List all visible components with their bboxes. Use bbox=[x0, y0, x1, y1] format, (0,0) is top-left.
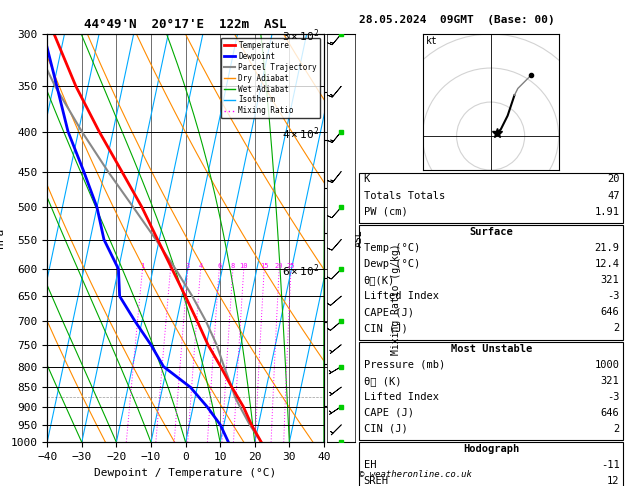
Text: 15: 15 bbox=[260, 263, 269, 269]
Text: -3: -3 bbox=[607, 392, 620, 402]
Text: K: K bbox=[364, 174, 370, 185]
X-axis label: Dewpoint / Temperature (°C): Dewpoint / Temperature (°C) bbox=[94, 468, 277, 478]
Text: -3: -3 bbox=[607, 291, 620, 301]
Text: Hodograph: Hodograph bbox=[464, 444, 520, 454]
Text: kt: kt bbox=[426, 36, 438, 46]
Text: 10: 10 bbox=[240, 263, 248, 269]
Title: 44°49'N  20°17'E  122m  ASL: 44°49'N 20°17'E 122m ASL bbox=[84, 18, 287, 32]
Text: 28.05.2024  09GMT  (Base: 00): 28.05.2024 09GMT (Base: 00) bbox=[359, 15, 554, 25]
Text: Pressure (mb): Pressure (mb) bbox=[364, 360, 445, 370]
Text: 1000: 1000 bbox=[594, 360, 620, 370]
Text: Temp (°C): Temp (°C) bbox=[364, 243, 420, 253]
Text: 1.91: 1.91 bbox=[594, 207, 620, 217]
Text: 2: 2 bbox=[169, 263, 172, 269]
Text: 646: 646 bbox=[601, 408, 620, 418]
Text: CIN (J): CIN (J) bbox=[364, 323, 408, 333]
Text: PW (cm): PW (cm) bbox=[364, 207, 408, 217]
Text: CAPE (J): CAPE (J) bbox=[364, 408, 413, 418]
Text: 12.4: 12.4 bbox=[594, 259, 620, 269]
Text: 646: 646 bbox=[601, 307, 620, 317]
Text: Dewp (°C): Dewp (°C) bbox=[364, 259, 420, 269]
Text: 2: 2 bbox=[613, 424, 620, 434]
Text: -11: -11 bbox=[601, 460, 620, 470]
Text: Totals Totals: Totals Totals bbox=[364, 191, 445, 201]
Text: © weatheronline.co.uk: © weatheronline.co.uk bbox=[359, 469, 471, 479]
Text: 25: 25 bbox=[287, 263, 295, 269]
Text: CAPE (J): CAPE (J) bbox=[364, 307, 413, 317]
Text: SREH: SREH bbox=[364, 476, 389, 486]
Text: Lifted Index: Lifted Index bbox=[364, 392, 438, 402]
Text: 21.9: 21.9 bbox=[594, 243, 620, 253]
Text: 20: 20 bbox=[607, 174, 620, 185]
Text: 1: 1 bbox=[140, 263, 145, 269]
Text: 6: 6 bbox=[217, 263, 221, 269]
Text: Surface: Surface bbox=[470, 227, 513, 237]
Text: 2: 2 bbox=[613, 323, 620, 333]
Y-axis label: km
ASL: km ASL bbox=[342, 229, 364, 247]
Text: 3: 3 bbox=[186, 263, 190, 269]
Text: Mixing Ratio (g/kg): Mixing Ratio (g/kg) bbox=[391, 243, 401, 355]
Text: 321: 321 bbox=[601, 376, 620, 386]
Legend: Temperature, Dewpoint, Parcel Trajectory, Dry Adiabat, Wet Adiabat, Isotherm, Mi: Temperature, Dewpoint, Parcel Trajectory… bbox=[221, 38, 320, 119]
Text: 8: 8 bbox=[231, 263, 235, 269]
Text: EH: EH bbox=[364, 460, 376, 470]
Text: 12: 12 bbox=[607, 476, 620, 486]
Text: θᴇ(K): θᴇ(K) bbox=[364, 275, 395, 285]
Y-axis label: hPa: hPa bbox=[0, 228, 5, 248]
Text: θᴇ (K): θᴇ (K) bbox=[364, 376, 401, 386]
Text: 321: 321 bbox=[601, 275, 620, 285]
Text: 4: 4 bbox=[199, 263, 203, 269]
Text: Most Unstable: Most Unstable bbox=[451, 344, 532, 354]
Text: Lifted Index: Lifted Index bbox=[364, 291, 438, 301]
Text: 47: 47 bbox=[607, 191, 620, 201]
Text: LCL: LCL bbox=[326, 393, 343, 401]
Text: 20: 20 bbox=[275, 263, 284, 269]
Text: CIN (J): CIN (J) bbox=[364, 424, 408, 434]
